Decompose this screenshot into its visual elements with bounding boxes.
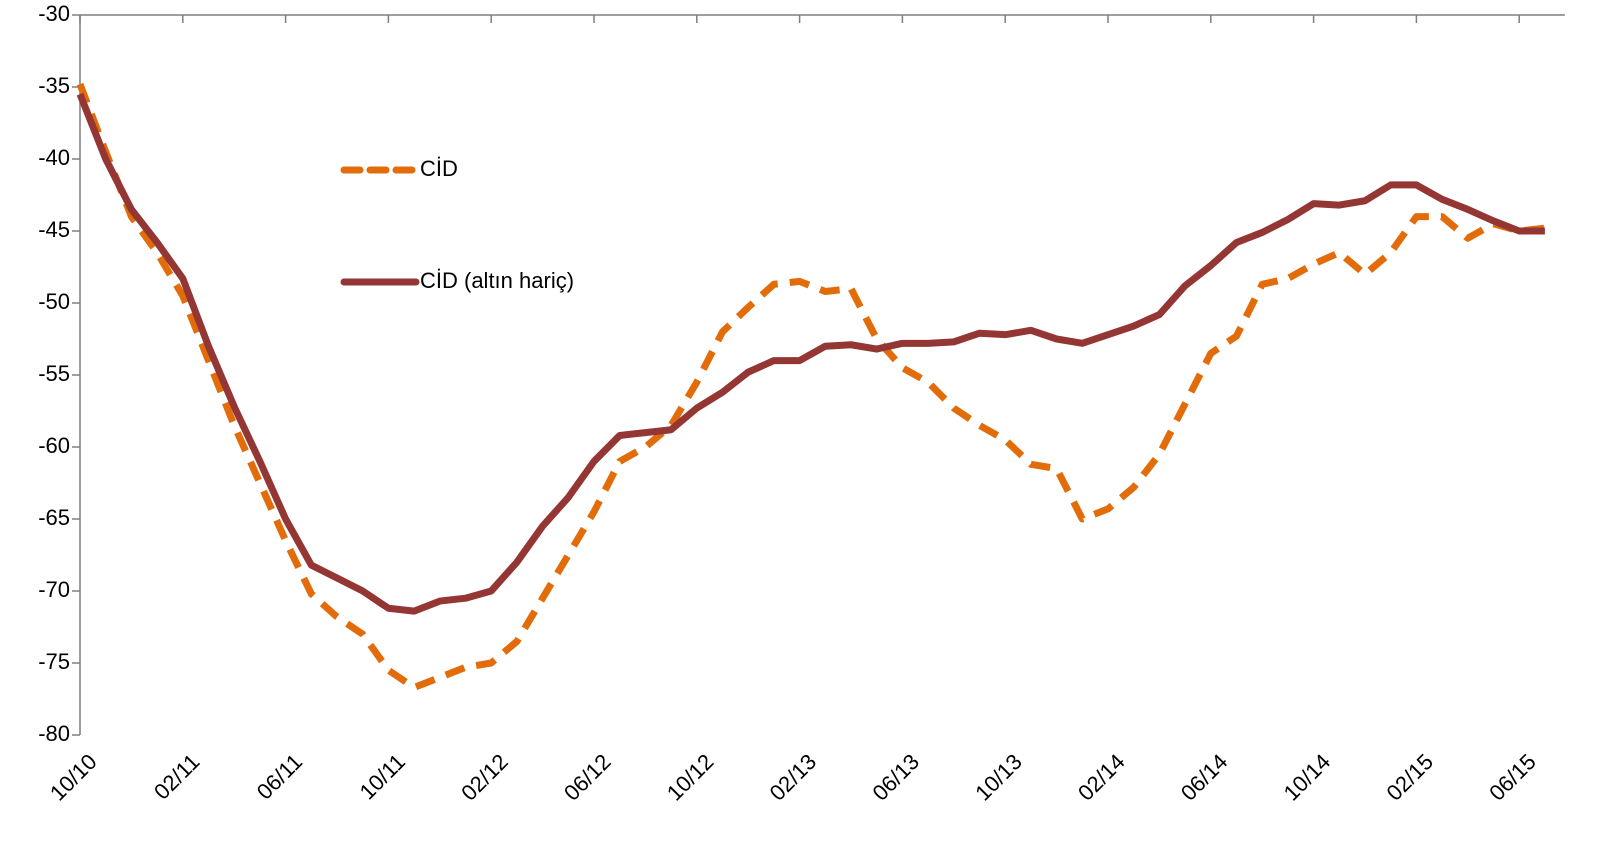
x-tick-label: 06/13: [867, 749, 924, 806]
x-tick-label: 02/13: [765, 749, 822, 806]
x-tick-label: 02/15: [1381, 749, 1438, 806]
y-tick-label: -80: [38, 721, 70, 746]
x-tick-label: 10/10: [45, 749, 102, 806]
y-tick-label: -70: [38, 577, 70, 602]
y-tick-label: -65: [38, 505, 70, 530]
x-tick-label: 06/14: [1176, 749, 1233, 806]
x-tick-label: 02/11: [149, 749, 204, 804]
y-tick-label: -50: [38, 289, 70, 314]
x-tick-label: 02/12: [456, 749, 513, 806]
y-tick-label: -45: [38, 217, 70, 242]
y-tick-label: -30: [38, 1, 70, 26]
y-tick-label: -75: [38, 649, 70, 674]
x-tick-label: 02/14: [1073, 749, 1130, 806]
y-tick-label: -55: [38, 361, 70, 386]
x-tick-label: 10/12: [662, 749, 719, 806]
x-tick-label: 06/12: [559, 749, 616, 806]
legend-label: CİD: [420, 156, 458, 181]
x-tick-label: 06/11: [252, 749, 307, 804]
x-tick-label: 06/15: [1484, 749, 1541, 806]
x-tick-label: 10/13: [970, 749, 1027, 806]
y-tick-label: -60: [38, 433, 70, 458]
y-tick-label: -35: [38, 73, 70, 98]
line-series: [76, 82, 1546, 691]
legend-label: CİD (altın hariç): [420, 268, 574, 293]
line-series: [76, 92, 1545, 615]
y-tick-label: -40: [38, 145, 70, 170]
x-tick-label: 10/11: [355, 749, 410, 804]
x-tick-label: 10/14: [1279, 749, 1336, 806]
